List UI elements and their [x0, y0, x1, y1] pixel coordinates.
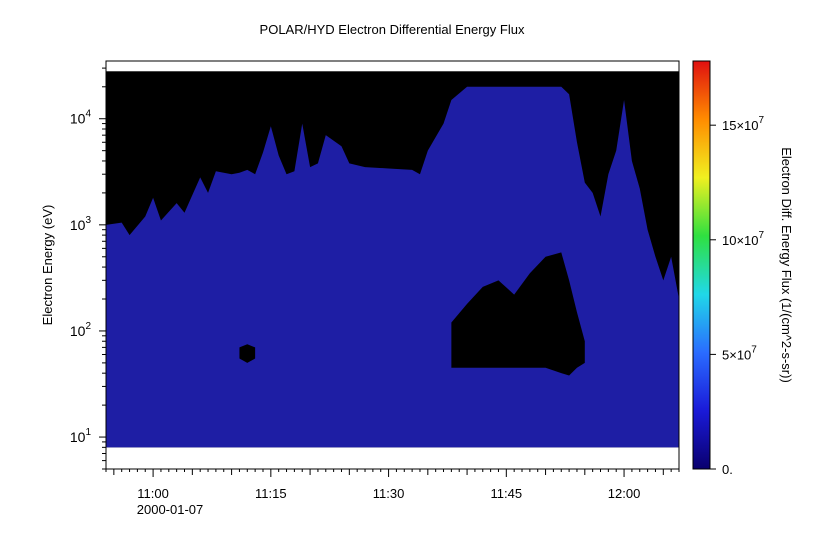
- colorbar-ticks: 0. 5×107 10×107 15×107: [710, 115, 765, 477]
- chart-title: POLAR/HYD Electron Differential Energy F…: [260, 22, 525, 37]
- colorbar-tick-label: 10×107: [722, 230, 765, 248]
- colorbar-tick-label: 0.: [722, 462, 733, 477]
- colorbar-tick-label: 15×107: [722, 115, 765, 133]
- date-label: 2000-01-07: [137, 502, 204, 517]
- y-tick-label: 101: [70, 427, 92, 445]
- x-tick-label: 11:00: [137, 486, 169, 501]
- x-tick-label: 11:15: [255, 486, 287, 501]
- x-tick-label: 11:30: [373, 486, 405, 501]
- y-tick-label: 102: [70, 321, 92, 339]
- x-tick-label: 11:45: [491, 486, 523, 501]
- data-gap-region: [239, 344, 256, 363]
- x-axis: 11:00 11:15 11:30 11:45 12:00: [105, 469, 680, 501]
- y-axis-label: Electron Energy (eV): [40, 205, 55, 326]
- colorbar-label: Electron Diff. Energy Flux (1/(cm^2-s-sr…: [779, 147, 794, 383]
- y-axis: 101 102 103 104: [70, 67, 106, 470]
- y-tick-label: 104: [70, 109, 92, 127]
- colorbar-tick-label: 5×107: [722, 344, 757, 362]
- data-gap-region: [451, 252, 585, 376]
- plot-area: [105, 60, 680, 470]
- plot-frame: [105, 60, 680, 470]
- colorbar-scale: [692, 60, 711, 470]
- x-tick-label: 12:00: [608, 486, 641, 501]
- y-tick-label: 103: [70, 215, 92, 233]
- colorbar: 0. 5×107 10×107 15×107 Electron Diff. Energ…: [692, 60, 794, 477]
